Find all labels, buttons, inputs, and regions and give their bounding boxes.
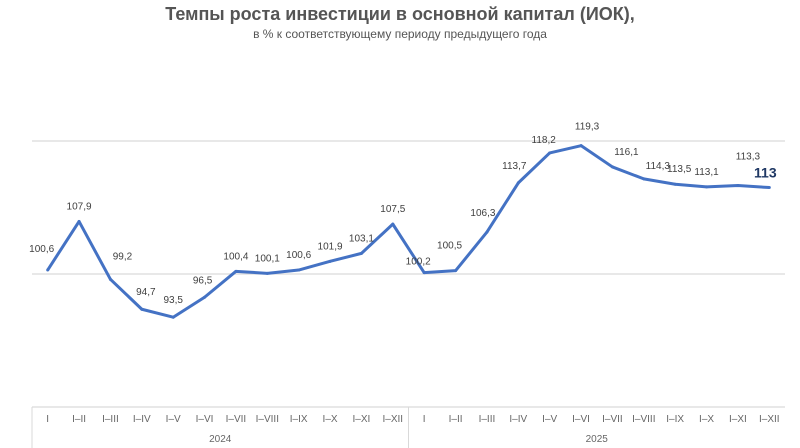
chart-subtitle: в % к соответствующему периоду предыдуще…	[253, 27, 547, 41]
x-tick-label: I–X	[323, 414, 338, 425]
data-label: 118,2	[532, 135, 557, 146]
data-point	[767, 186, 771, 190]
data-point	[297, 268, 301, 272]
x-tick-label: I–II	[72, 414, 86, 425]
x-tick-label: I–VI	[196, 414, 214, 425]
x-tick-label: I–IX	[290, 414, 308, 425]
data-label: 96,5	[193, 275, 213, 286]
data-point	[548, 151, 552, 155]
data-point	[203, 295, 207, 299]
x-group-label: 2024	[209, 434, 232, 445]
data-label: 94,7	[136, 287, 156, 298]
data-label: 119,3	[575, 122, 600, 133]
data-point	[108, 277, 112, 281]
data-point	[673, 182, 677, 186]
x-tick-label: I–II	[449, 414, 463, 425]
data-point	[454, 269, 458, 273]
x-tick-label: I	[46, 414, 49, 425]
data-label: 113,7	[502, 161, 527, 172]
data-point	[705, 185, 709, 189]
data-point	[234, 269, 238, 273]
x-tick-label: I–VIII	[256, 414, 279, 425]
data-label: 107,9	[67, 201, 92, 212]
data-label: 103,1	[349, 233, 374, 244]
x-tick-label: I–XII	[383, 414, 404, 425]
data-point	[359, 251, 363, 255]
data-point	[171, 315, 175, 319]
series-line	[46, 144, 770, 319]
data-point	[485, 230, 489, 234]
data-label: 100,1	[255, 253, 280, 264]
data-point	[391, 222, 395, 226]
data-point	[422, 271, 426, 275]
data-point	[579, 144, 583, 148]
data-point	[265, 271, 269, 275]
data-point	[46, 268, 50, 272]
data-label: 114,3	[646, 161, 671, 172]
data-label: 100,2	[406, 257, 431, 268]
data-point	[736, 184, 740, 188]
x-tick-label: I–VII	[602, 414, 623, 425]
x-tick-label: I	[423, 414, 426, 425]
chart-title: Темпы роста инвестиции в основной капита…	[165, 4, 635, 24]
x-tick-label: I–IX	[666, 414, 684, 425]
data-label: 113,5	[667, 164, 692, 175]
data-point	[610, 165, 614, 169]
x-group-label: 2025	[586, 434, 609, 445]
x-tick-label: I–IV	[509, 414, 527, 425]
data-label: 113,3	[736, 152, 761, 163]
x-tick-label: I–III	[479, 414, 496, 425]
data-label: 106,3	[470, 208, 495, 219]
data-label: 101,9	[318, 241, 343, 252]
data-label: 100,6	[29, 244, 54, 255]
x-tick-label: I–XII	[759, 414, 780, 425]
data-label: 100,6	[286, 250, 311, 261]
data-label: 116,1	[614, 147, 639, 158]
x-tick-label: I–V	[166, 414, 181, 425]
data-point	[77, 219, 81, 223]
x-tick-label: I–VIII	[632, 414, 655, 425]
data-label: 100,4	[223, 251, 248, 262]
data-point	[140, 307, 144, 311]
data-label: 113,1	[694, 167, 719, 178]
x-tick-label: I–X	[699, 414, 714, 425]
data-point	[642, 177, 646, 181]
data-label: 107,5	[380, 204, 405, 215]
x-tick-label: I–IV	[133, 414, 151, 425]
data-label: 93,5	[163, 295, 183, 306]
data-label: 99,2	[113, 251, 133, 262]
x-tick-label: I–III	[102, 414, 119, 425]
data-point	[516, 181, 520, 185]
data-point	[328, 259, 332, 263]
x-tick-label: I–XI	[729, 414, 747, 425]
data-label: 100,5	[437, 241, 462, 252]
x-tick-label: I–XI	[353, 414, 371, 425]
x-tick-label: I–V	[542, 414, 557, 425]
x-tick-label: I–VI	[572, 414, 590, 425]
data-label: 113	[754, 165, 777, 181]
x-tick-label: I–VII	[226, 414, 247, 425]
